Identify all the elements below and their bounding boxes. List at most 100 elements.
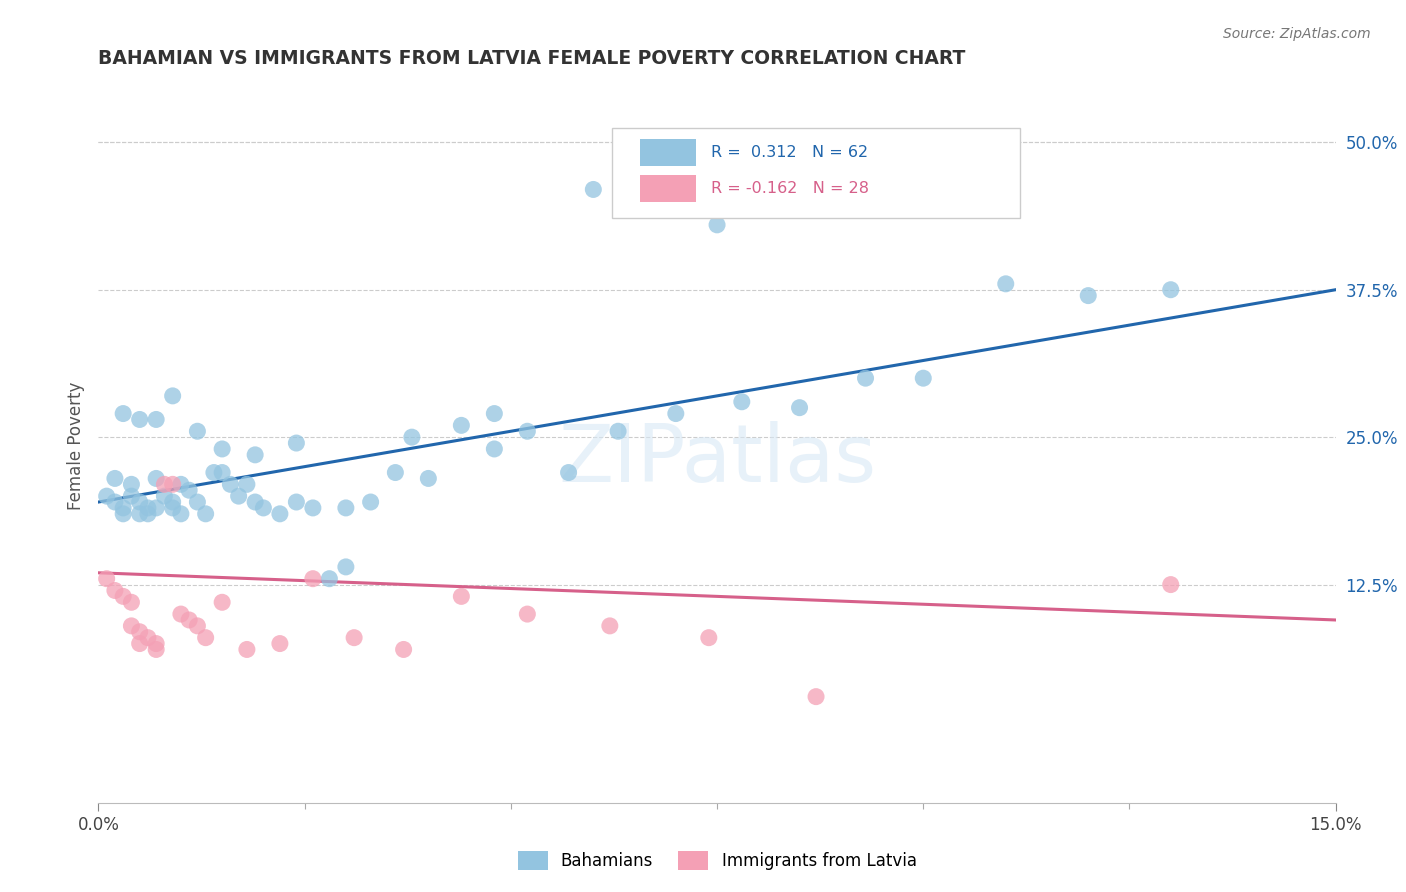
Point	[269, 636, 291, 650]
Point	[994, 277, 1017, 291]
Point	[912, 371, 935, 385]
Legend: Bahamians, Immigrants from Latvia: Bahamians, Immigrants from Latvia	[510, 844, 924, 877]
Point	[516, 424, 538, 438]
Point	[153, 477, 176, 491]
Point	[236, 642, 259, 657]
Point	[285, 436, 308, 450]
Point	[789, 401, 811, 415]
Point	[706, 218, 728, 232]
Point	[136, 507, 159, 521]
Point	[145, 471, 167, 485]
Point	[557, 466, 579, 480]
Point	[162, 389, 184, 403]
Point	[211, 466, 233, 480]
Point	[219, 477, 242, 491]
Point	[170, 607, 193, 621]
Point	[112, 500, 135, 515]
Point	[128, 636, 150, 650]
Point	[516, 607, 538, 621]
Point	[582, 182, 605, 196]
Point	[665, 407, 688, 421]
Point	[194, 631, 217, 645]
Point	[120, 595, 142, 609]
Point	[179, 483, 201, 498]
Point	[128, 412, 150, 426]
Point	[599, 619, 621, 633]
Point	[120, 477, 142, 491]
Point	[120, 489, 142, 503]
Point	[318, 572, 340, 586]
Point	[162, 477, 184, 491]
Point	[128, 507, 150, 521]
Point	[418, 471, 440, 485]
Point	[392, 642, 415, 657]
Point	[112, 590, 135, 604]
Point	[179, 613, 201, 627]
FancyBboxPatch shape	[612, 128, 1021, 218]
Point	[104, 471, 127, 485]
Point	[1160, 577, 1182, 591]
Text: BAHAMIAN VS IMMIGRANTS FROM LATVIA FEMALE POVERTY CORRELATION CHART: BAHAMIAN VS IMMIGRANTS FROM LATVIA FEMAL…	[98, 49, 966, 68]
FancyBboxPatch shape	[640, 139, 696, 166]
Text: R = -0.162   N = 28: R = -0.162 N = 28	[711, 181, 869, 196]
Point	[104, 583, 127, 598]
Point	[804, 690, 827, 704]
Point	[607, 424, 630, 438]
Point	[162, 495, 184, 509]
Point	[170, 477, 193, 491]
Point	[112, 507, 135, 521]
Point	[343, 631, 366, 645]
Point	[335, 500, 357, 515]
Point	[360, 495, 382, 509]
Point	[112, 407, 135, 421]
Point	[145, 500, 167, 515]
Point	[484, 442, 506, 456]
Point	[96, 489, 118, 503]
Text: ZIPatlas: ZIPatlas	[558, 421, 876, 500]
Point	[145, 412, 167, 426]
Point	[228, 489, 250, 503]
Point	[136, 631, 159, 645]
Point	[243, 495, 266, 509]
Point	[285, 495, 308, 509]
Point	[484, 407, 506, 421]
Point	[697, 631, 720, 645]
Point	[211, 595, 233, 609]
Point	[162, 500, 184, 515]
Point	[384, 466, 406, 480]
Point	[1160, 283, 1182, 297]
Point	[186, 619, 208, 633]
Point	[855, 371, 877, 385]
Point	[302, 500, 325, 515]
Point	[252, 500, 274, 515]
Point	[194, 507, 217, 521]
Point	[731, 394, 754, 409]
Point	[211, 442, 233, 456]
Text: Source: ZipAtlas.com: Source: ZipAtlas.com	[1223, 27, 1371, 41]
Text: R =  0.312   N = 62: R = 0.312 N = 62	[711, 145, 868, 161]
FancyBboxPatch shape	[640, 175, 696, 202]
Point	[450, 590, 472, 604]
Point	[104, 495, 127, 509]
Point	[401, 430, 423, 444]
Point	[269, 507, 291, 521]
Point	[145, 642, 167, 657]
Point	[128, 495, 150, 509]
Point	[1077, 288, 1099, 302]
Point	[236, 477, 259, 491]
Point	[202, 466, 225, 480]
Point	[153, 489, 176, 503]
Point	[120, 619, 142, 633]
Y-axis label: Female Poverty: Female Poverty	[66, 382, 84, 510]
Point	[128, 624, 150, 639]
Point	[170, 507, 193, 521]
Point	[96, 572, 118, 586]
Point	[145, 636, 167, 650]
Point	[243, 448, 266, 462]
Point	[186, 495, 208, 509]
Point	[186, 424, 208, 438]
Point	[136, 500, 159, 515]
Point	[450, 418, 472, 433]
Point	[335, 560, 357, 574]
Point	[302, 572, 325, 586]
